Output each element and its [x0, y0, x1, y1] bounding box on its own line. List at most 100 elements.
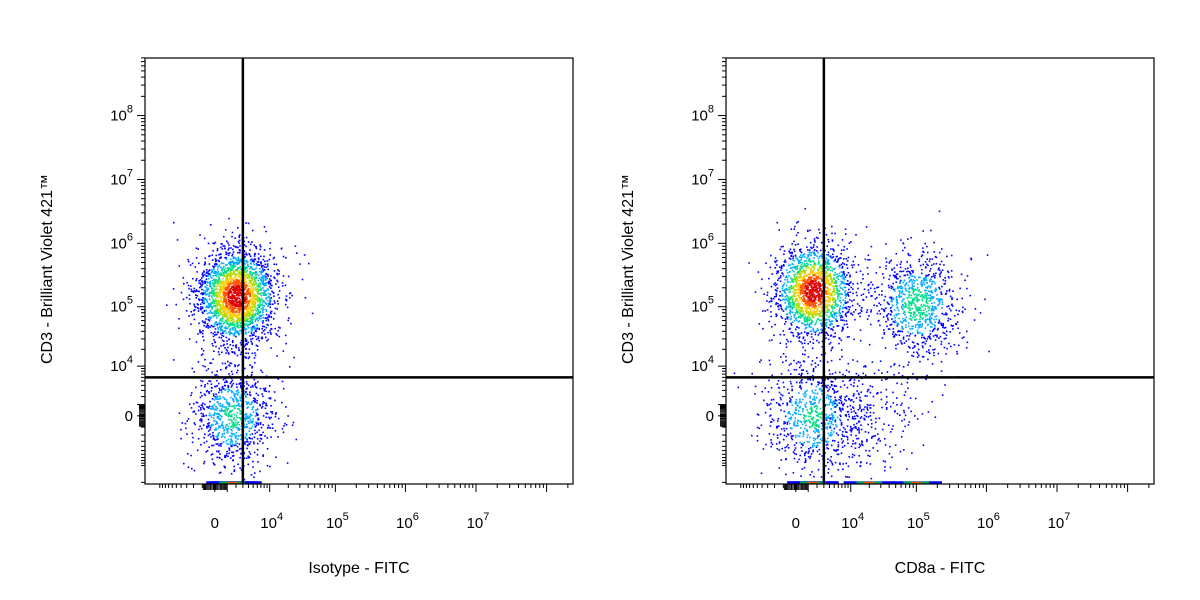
event-dot	[190, 407, 193, 409]
event-dot	[826, 265, 828, 268]
event-dot	[268, 316, 271, 318]
event-dot	[176, 239, 179, 241]
event-dot	[200, 408, 202, 411]
event-dot	[833, 268, 835, 270]
event-dot	[256, 285, 259, 288]
event-dot	[230, 444, 233, 447]
event-dot	[201, 332, 204, 335]
event-dot	[233, 280, 235, 282]
event-dot	[250, 474, 253, 476]
event-dot	[270, 310, 273, 313]
event-dot	[214, 272, 217, 274]
event-dot	[761, 278, 763, 281]
event-dot	[222, 267, 224, 270]
event-dot	[860, 281, 862, 284]
event-dot	[219, 296, 221, 299]
event-dot	[220, 272, 222, 274]
event-dot	[203, 271, 205, 273]
event-dot	[262, 282, 264, 284]
event-dot	[839, 257, 842, 259]
event-dot	[236, 322, 239, 324]
event-dot	[243, 312, 246, 314]
event-dot	[216, 400, 219, 403]
event-dot	[813, 268, 815, 270]
event-dot	[214, 278, 216, 281]
event-dot	[832, 329, 834, 331]
event-dot	[238, 281, 241, 283]
event-dot	[226, 407, 228, 410]
event-dot	[261, 328, 263, 330]
event-dot	[232, 251, 235, 253]
event-dot	[858, 305, 861, 307]
event-dot	[260, 270, 263, 272]
event-dot	[251, 326, 254, 328]
event-dot	[220, 297, 222, 299]
event-dot	[204, 322, 206, 324]
event-dot	[812, 271, 815, 273]
event-dot	[816, 339, 818, 342]
event-dot	[785, 269, 788, 271]
event-dot	[791, 279, 793, 281]
event-dot	[212, 394, 215, 397]
event-dot	[227, 283, 230, 285]
event-dot	[227, 319, 229, 322]
event-dot	[835, 318, 837, 321]
event-dot	[802, 336, 805, 338]
event-dot	[225, 440, 228, 442]
event-dot	[249, 391, 251, 393]
event-dot	[249, 277, 251, 279]
event-dot	[810, 254, 813, 257]
event-dot	[234, 273, 236, 275]
event-dot	[257, 422, 260, 424]
event-dot	[236, 325, 238, 327]
event-dot	[237, 324, 239, 327]
event-dot	[808, 304, 810, 306]
event-dot	[803, 277, 805, 279]
event-dot	[254, 472, 256, 474]
event-dot	[810, 312, 812, 315]
event-dot	[809, 279, 812, 282]
event-dot	[267, 319, 270, 322]
event-dot	[231, 267, 234, 270]
event-dot	[839, 305, 842, 307]
event-dot	[831, 310, 834, 312]
event-dot	[250, 298, 252, 300]
event-dot	[215, 293, 217, 295]
event-dot	[227, 318, 229, 320]
event-dot	[256, 328, 258, 330]
event-dot	[227, 294, 229, 297]
event-dot	[825, 306, 827, 309]
event-dot	[253, 298, 256, 300]
event-dot	[247, 357, 250, 360]
event-dot	[202, 335, 204, 338]
event-dot	[226, 327, 229, 330]
event-dot	[263, 274, 266, 277]
event-dot	[214, 274, 216, 277]
event-dot	[255, 422, 258, 425]
event-dot	[826, 309, 828, 312]
event-dot	[255, 392, 258, 395]
event-dot	[254, 271, 257, 273]
event-dot	[237, 240, 240, 243]
event-dot	[801, 342, 804, 345]
event-dot	[218, 444, 220, 447]
event-dot	[207, 423, 209, 425]
event-dot	[796, 283, 799, 285]
event-dot	[239, 234, 241, 236]
event-dot	[232, 282, 234, 284]
event-dot	[268, 302, 270, 304]
event-dot	[210, 386, 213, 389]
event-dot	[238, 443, 241, 445]
event-dot	[206, 323, 209, 325]
event-dot	[844, 297, 847, 299]
event-dot	[800, 259, 802, 261]
event-dot	[808, 306, 810, 309]
event-dot	[216, 279, 219, 282]
event-dot	[208, 312, 210, 314]
event-dot	[223, 235, 225, 238]
event-dot	[213, 295, 216, 297]
event-dot	[826, 314, 828, 317]
event-dot	[260, 283, 262, 286]
event-dot	[246, 300, 249, 303]
event-dot	[247, 314, 249, 317]
